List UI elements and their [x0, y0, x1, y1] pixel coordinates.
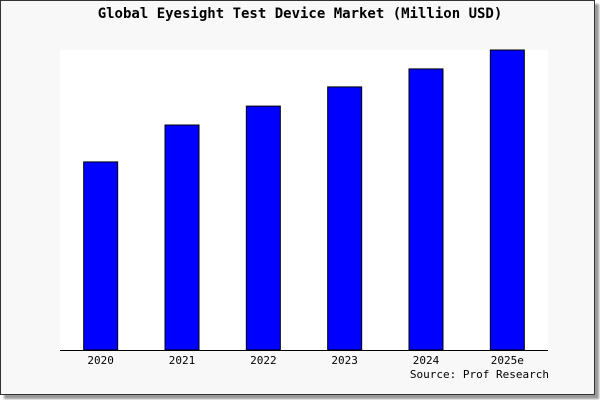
x-tick-label: 2021 [169, 354, 196, 367]
bar-2021 [164, 124, 200, 351]
bar-2023 [327, 86, 363, 351]
x-tick-label: 2020 [87, 354, 114, 367]
x-tick-label: 2022 [250, 354, 277, 367]
chart-title: Global Eyesight Test Device Market (Mill… [97, 6, 503, 22]
plot-area [60, 50, 548, 350]
bar-2020 [83, 161, 119, 351]
bar-2022 [245, 105, 281, 351]
bar-2024 [408, 68, 444, 351]
bar-2025e [489, 49, 525, 351]
x-tick-label: 2023 [331, 354, 358, 367]
source-note: Source: Prof Research [409, 368, 549, 381]
x-tick-label: 2024 [413, 354, 440, 367]
x-tick-label: 2025e [491, 354, 524, 367]
